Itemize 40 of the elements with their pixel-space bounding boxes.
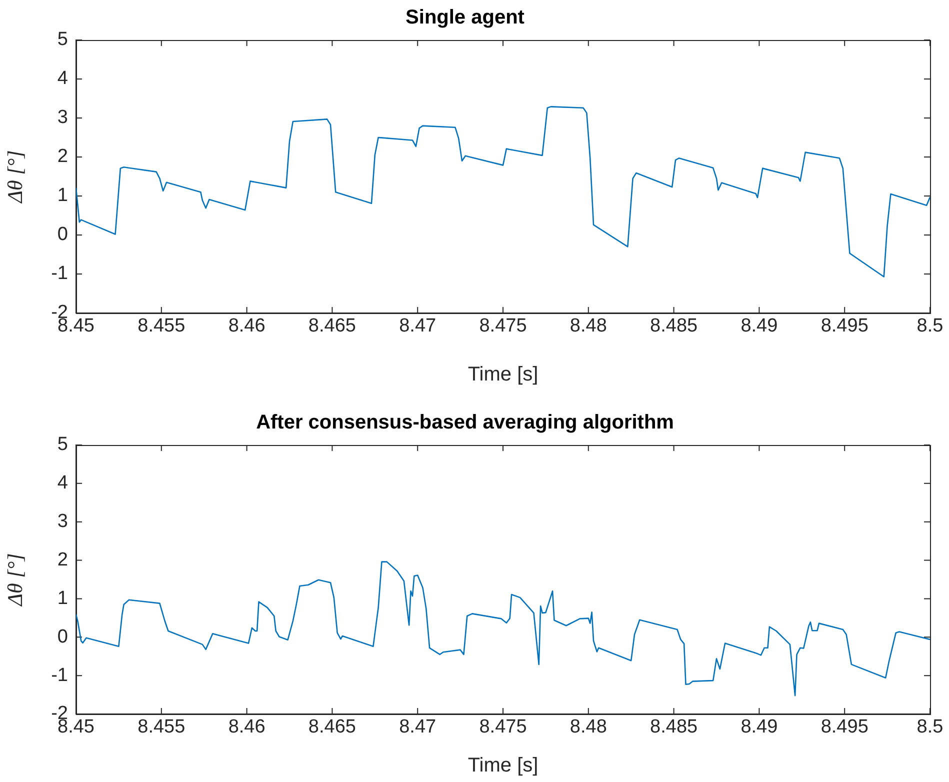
x-tick-label: 8.49	[740, 316, 778, 337]
x-axis-title: Time [s]	[468, 364, 538, 386]
x-tick-label: 8.485	[650, 316, 698, 337]
x-tick-label: 8.47	[399, 316, 436, 337]
x-tick-label: 8.5	[916, 316, 944, 337]
x-tick-label: 8.48	[570, 316, 607, 337]
x-tick-label: 8.47	[399, 716, 436, 738]
y-tick-label: 5	[57, 434, 68, 456]
x-tick-label: 8.46	[228, 716, 266, 738]
x-tick-label: 8.455	[138, 716, 186, 738]
x-tick-label: 8.475	[479, 316, 527, 337]
y-axis-title: Δθ [°]	[3, 150, 28, 204]
y-tick-label: 0	[57, 626, 68, 648]
x-axis-title: Time [s]	[468, 754, 538, 777]
x-tick-label: 8.495	[820, 716, 868, 738]
y-tick-label: 2	[57, 550, 68, 571]
x-tick-label: 8.48	[570, 716, 607, 738]
x-tick-label: 8.485	[650, 716, 698, 738]
x-tick-label: 8.465	[308, 716, 356, 738]
x-tick-label: 8.46	[228, 316, 266, 337]
y-tick-label: 1	[57, 185, 68, 206]
y-tick-label: 3	[57, 107, 68, 128]
y-tick-label: 2	[57, 146, 68, 168]
y-tick-label: 4	[57, 68, 68, 90]
y-tick-label: -1	[51, 263, 68, 284]
y-tick-label: -1	[51, 664, 68, 686]
x-tick-label: 8.49	[740, 716, 778, 738]
x-tick-label: 8.5	[916, 716, 944, 738]
x-tick-label: 8.465	[308, 316, 356, 337]
y-axis-title: Δθ [°]	[3, 553, 28, 607]
x-tick-label: 8.475	[479, 716, 527, 738]
chart-title: After consensus-based averaging algorithm	[256, 412, 674, 434]
x-tick-label: 8.495	[820, 316, 868, 337]
y-tick-label: 0	[57, 224, 68, 246]
y-tick-label: 3	[57, 511, 68, 532]
y-tick-label: 5	[57, 29, 68, 50]
x-tick-label: 8.455	[138, 316, 186, 337]
y-tick-label: 4	[57, 472, 68, 494]
chart-title: Single agent	[406, 6, 525, 29]
y-tick-label: 1	[57, 588, 68, 609]
